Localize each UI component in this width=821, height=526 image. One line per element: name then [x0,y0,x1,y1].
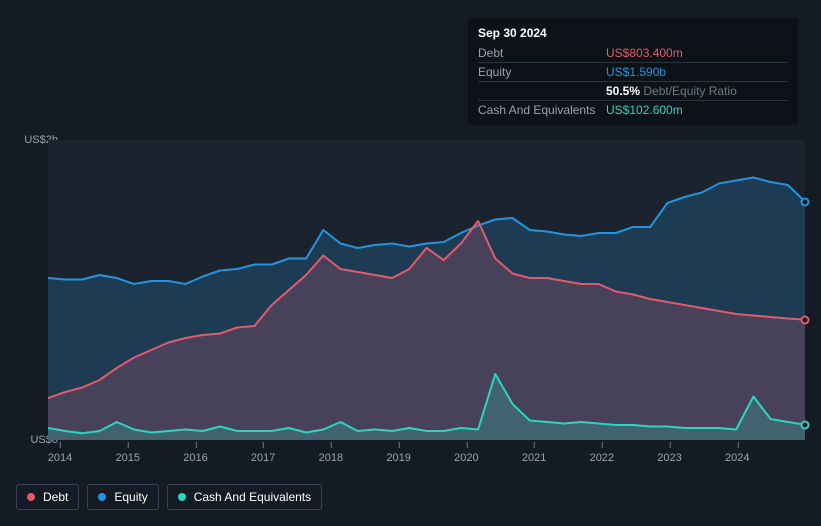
ratio-percent: 50.5% [606,84,640,98]
chart-plot[interactable] [48,140,805,440]
x-axis-year: 2016 [183,452,207,464]
legend-dot [27,493,35,501]
legend-item-cash[interactable]: Cash And Equivalents [167,484,322,510]
x-axis-year: 2023 [657,452,681,464]
tooltip-row-value: US$102.600m [606,101,788,120]
tooltip-row-value: US$1.590b [606,63,788,82]
x-axis-year: 2018 [319,452,343,464]
tooltip-date: Sep 30 2024 [478,24,788,44]
x-axis-year: 2022 [590,452,614,464]
tooltip-table: Debt US$803.400m Equity US$1.590b 50.5% … [478,44,788,119]
tooltip-row-label: Equity [478,63,606,82]
legend-dot [98,493,106,501]
series-end-dot [801,315,810,324]
ratio-text: Debt/Equity Ratio [643,84,736,98]
tooltip-ratio: 50.5% Debt/Equity Ratio [606,82,788,101]
tooltip-row-label: Cash And Equivalents [478,101,606,120]
chart-tooltip: Sep 30 2024 Debt US$803.400m Equity US$1… [468,18,798,125]
series-end-dot [801,197,810,206]
x-axis-year: 2021 [522,452,546,464]
chart-area: US$2b US$0 20142015201620172018201920202… [16,120,805,470]
x-axis-year: 2019 [386,452,410,464]
series-end-dot [801,420,810,429]
legend-item-equity[interactable]: Equity [87,484,158,510]
legend-label: Debt [43,490,68,504]
legend-item-debt[interactable]: Debt [16,484,79,510]
tooltip-row-value: US$803.400m [606,44,788,63]
chart-legend: Debt Equity Cash And Equivalents [16,484,322,510]
x-axis-year: 2024 [725,452,749,464]
tooltip-row-label: Debt [478,44,606,63]
legend-label: Cash And Equivalents [194,490,311,504]
x-axis-year: 2017 [251,452,275,464]
legend-label: Equity [114,490,147,504]
x-axis: 2014 2015 2016 2017 2018 2019 2020 2021 2022 2023… [48,442,805,462]
x-axis-year: 2020 [454,452,478,464]
chart-svg [48,140,805,440]
legend-dot [178,493,186,501]
x-axis-year: 2015 [115,452,139,464]
x-axis-year: 2014 [48,452,72,464]
